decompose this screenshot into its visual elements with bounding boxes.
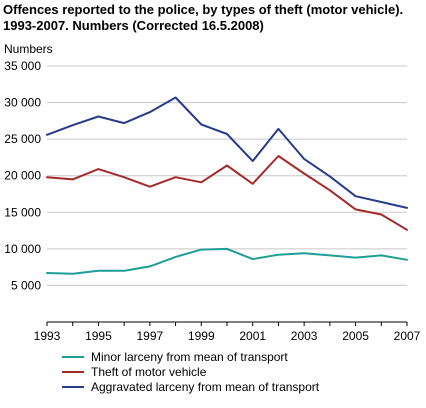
y-tick-label: 25 000: [4, 132, 41, 146]
x-tick-label: 1995: [85, 329, 112, 343]
legend-label: Theft of motor vehicle: [91, 365, 207, 379]
x-tick-label: 2007: [394, 329, 421, 343]
legend-layer: Minor larceny from mean of transportThef…: [62, 350, 320, 394]
series-line-2: [46, 96, 408, 209]
y-tick-label: 20 000: [4, 169, 41, 183]
y-axis-label: Numbers: [4, 42, 53, 56]
x-tick-label: 1997: [137, 329, 164, 343]
y-tick-label: 30 000: [4, 96, 41, 110]
series-line-0: [46, 247, 408, 275]
y-tick-label: 10 000: [4, 242, 41, 256]
axis-layer: Numbers 5 000 10 000 15 000 20 000 25 000 30 0…: [4, 42, 421, 343]
grid-layer: [47, 65, 407, 286]
x-tick-label: 1993: [34, 329, 61, 343]
y-tick-label: 5 000: [11, 278, 41, 292]
legend-label: Minor larceny from mean of transport: [91, 350, 288, 364]
series-layer: [46, 96, 408, 275]
chart-title: Offences reported to the police, by type…: [3, 2, 404, 33]
x-tick-label: 2003: [291, 329, 318, 343]
series-line-1: [46, 155, 408, 231]
y-tick-label: 15 000: [4, 205, 41, 219]
x-tick-label: 2001: [239, 329, 266, 343]
y-tick-label: 35 000: [4, 59, 41, 73]
legend-label: Aggravated larceny from mean of transpor…: [91, 380, 320, 394]
x-tick-label: 1999: [188, 329, 215, 343]
x-tick-label: 2005: [342, 329, 369, 343]
